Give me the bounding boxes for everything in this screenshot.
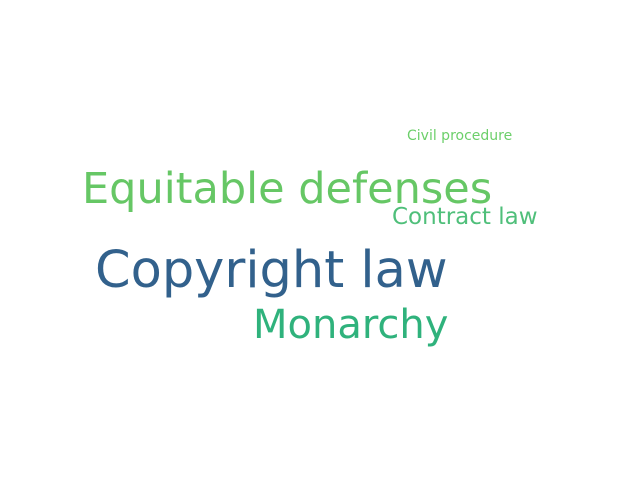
word-contract-law: Contract law [392,204,538,230]
word-copyright-law: Copyright law [95,241,448,300]
word-civil-procedure: Civil procedure [407,128,513,144]
word-equitable-defenses: Equitable defenses [82,164,493,214]
word-monarchy: Monarchy [253,302,449,348]
